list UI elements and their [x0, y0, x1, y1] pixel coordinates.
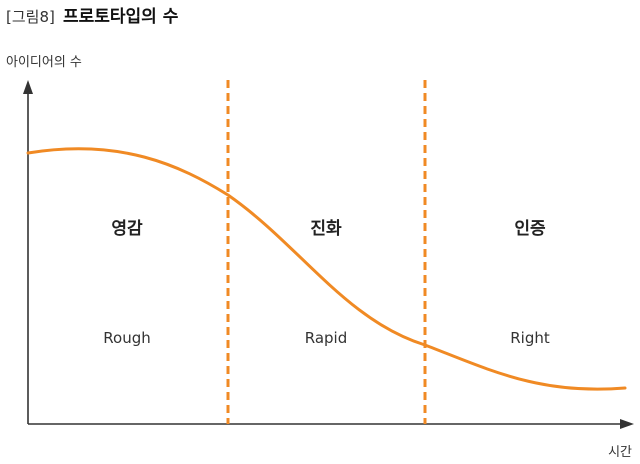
phase-1-label-ko: 영감 [111, 219, 143, 239]
figure-title-prefix: [그림8] [6, 8, 55, 26]
phase-2-label-ko: 진화 [310, 219, 342, 239]
x-axis-arrow [620, 419, 634, 429]
figure-title: [그림8] 프로토타입의 수 [6, 7, 179, 27]
y-axis-label: 아이디어의 수 [6, 55, 82, 70]
y-axis-arrow [23, 80, 33, 94]
phase-2-label-en: Rapid [305, 329, 348, 347]
idea-count-curve [26, 147, 627, 391]
phase-1-label-en: Rough [103, 329, 150, 347]
figure-title-main: 프로토타입의 수 [63, 7, 179, 27]
phase-3-label-ko: 인증 [514, 219, 546, 239]
x-axis-label: 시간 [608, 445, 632, 460]
phase-3-label-en: Right [510, 329, 550, 347]
